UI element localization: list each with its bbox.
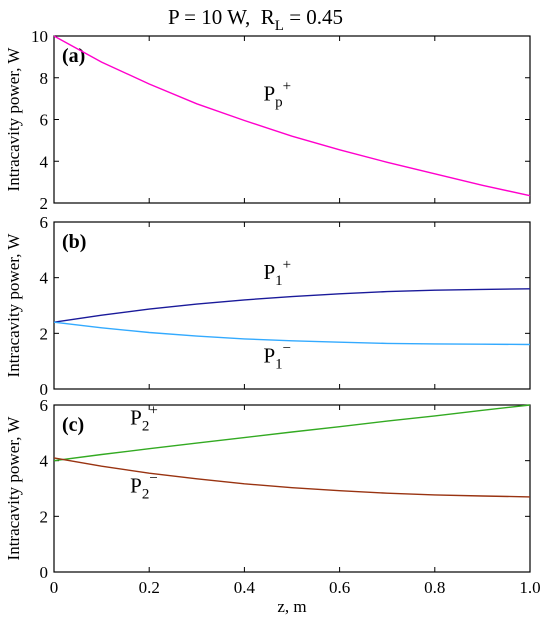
y-axis-title: Intracavity power, W [4, 416, 23, 561]
y-tick-label: 4 [40, 452, 49, 471]
y-axis-title: Intracavity power, W [4, 233, 23, 378]
y-tick-label: 2 [40, 194, 49, 213]
x-tick-label: 0.2 [139, 578, 160, 597]
panel-label: (c) [62, 414, 84, 436]
x-tick-label: 0.6 [329, 578, 350, 597]
y-tick-label: 8 [40, 69, 49, 88]
plot-frame [53, 35, 531, 204]
x-tick-label: 0.4 [234, 578, 256, 597]
x-axis-title-text: z, m [277, 597, 306, 616]
series-label: Pp+ [263, 79, 291, 111]
y-tick-label: 0 [40, 380, 49, 399]
x-tick-label: 0.8 [424, 578, 445, 597]
series-label: P1+ [263, 257, 291, 289]
y-tick-label: 4 [40, 269, 49, 288]
panel-label: (b) [62, 231, 86, 253]
y-tick-label: 2 [40, 507, 49, 526]
panel-b: 0 2 4 6 Intracavity power, W (b) P1+ P1− [4, 213, 531, 399]
panel-a: 2 4 6 8 10 Intracavity power, W (a) Pp+ [4, 27, 531, 213]
series-line [53, 404, 531, 462]
y-tick-label: 6 [40, 111, 49, 130]
series-label: P2+ [130, 402, 158, 434]
chart-title-text: P = 10 W, RL = 0.45 [168, 5, 343, 34]
y-tick-label: 6 [40, 213, 49, 232]
x-tick-label: 1.0 [519, 578, 540, 597]
panel-c: 0 2 4 6 0 0.2 0.4 0.6 0.8 1.0 Intracavity power, W… [4, 396, 541, 597]
panels: 2 4 6 8 10 Intracavity power, W (a) Pp+ 0 2 4 6 Intr… [4, 27, 541, 597]
chart-title: P = 10 W, RL = 0.45 [168, 5, 343, 34]
x-axis-title: z, m [277, 597, 306, 616]
series-line [53, 457, 531, 498]
y-tick-label: 4 [40, 152, 49, 171]
y-tick-label: 6 [40, 396, 49, 415]
y-tick-label: 10 [31, 27, 48, 46]
panel-label: (a) [62, 45, 85, 67]
y-axis-title: Intracavity power, W [4, 47, 23, 192]
y-tick-label: 0 [40, 563, 49, 582]
series-label: P2− [130, 471, 158, 503]
series-label: P1− [263, 341, 291, 373]
plot-frame [53, 221, 531, 390]
x-tick-label: 0 [50, 578, 59, 597]
series-line [53, 288, 531, 323]
series-line [53, 35, 531, 197]
plot-frame [53, 404, 531, 573]
y-tick-label: 2 [40, 324, 49, 343]
series-line [53, 321, 531, 346]
